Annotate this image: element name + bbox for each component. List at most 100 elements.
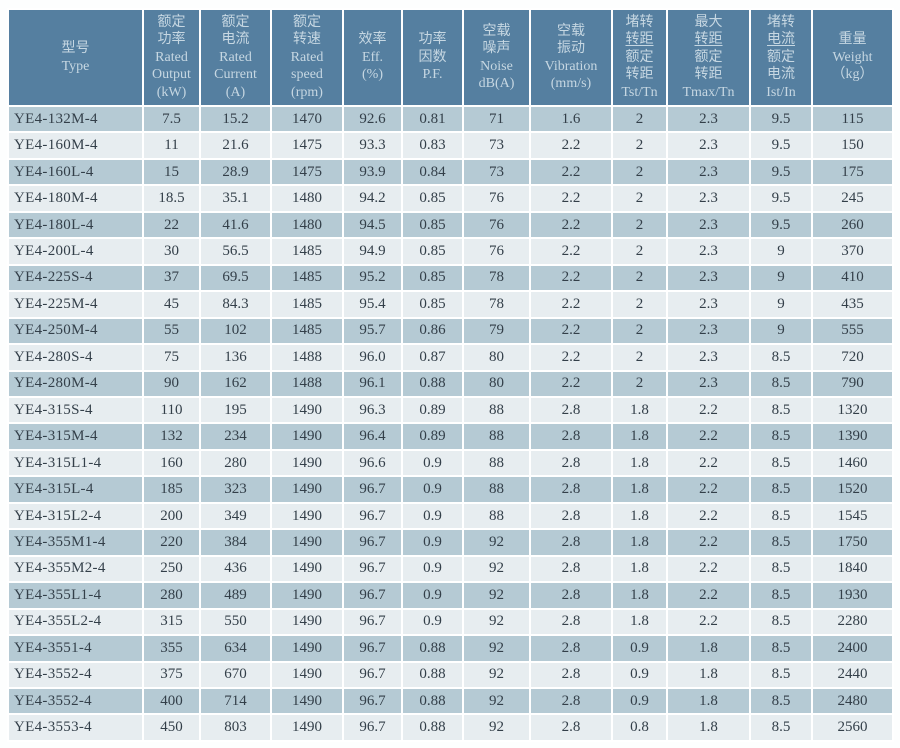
cell-efficiency: 96.1 xyxy=(342,369,403,399)
cell-rated-speed: 1490 xyxy=(270,501,344,531)
cell-efficiency: 93.3 xyxy=(342,131,403,160)
cell-weight: 115 xyxy=(811,104,894,134)
cell-weight: 410 xyxy=(811,263,894,293)
col-header-power-factor: 功率 因数 P.F. xyxy=(401,8,464,107)
cell-type: YE4-355L2-4 xyxy=(7,607,144,637)
cell-tst-tn: 1.8 xyxy=(611,554,668,584)
cell-tmax-tn: 2.2 xyxy=(666,501,751,531)
cell-tst-tn: 1.8 xyxy=(611,475,668,504)
cell-type: YE4-160M-4 xyxy=(7,131,144,160)
cell-rated-output: 45 xyxy=(142,290,201,319)
cell-rated-output: 280 xyxy=(142,581,201,610)
cell-ist-in: 8.5 xyxy=(749,607,813,637)
cell-power-factor: 0.9 xyxy=(401,581,464,610)
cell-efficiency: 93.9 xyxy=(342,157,403,187)
table-row: YE4-315L-4 185 323 1490 96.7 0.9 88 2.8 1.8 2.2 8.… xyxy=(7,475,894,504)
cell-type: YE4-355M1-4 xyxy=(7,528,144,557)
cell-rated-current: 323 xyxy=(199,475,272,504)
cell-rated-output: 315 xyxy=(142,607,201,637)
cell-vibration: 2.8 xyxy=(529,501,613,531)
header-line: 额定 xyxy=(694,49,723,65)
cell-efficiency: 96.6 xyxy=(342,448,403,478)
cell-ist-in: 9.5 xyxy=(749,104,813,134)
cell-vibration: 2.8 xyxy=(529,528,613,557)
cell-weight: 2560 xyxy=(811,713,894,742)
cell-type: YE4-315M-4 xyxy=(7,422,144,451)
table-row: YE4-315M-4 132 234 1490 96.4 0.89 88 2.8 1.8 2.2 8… xyxy=(7,422,894,451)
cell-rated-speed: 1490 xyxy=(270,660,344,689)
cell-ist-in: 8.5 xyxy=(749,343,813,372)
header-line: 最大 xyxy=(694,14,723,30)
cell-rated-speed: 1490 xyxy=(270,713,344,742)
cell-tmax-tn: 2.3 xyxy=(666,131,751,160)
cell-vibration: 2.2 xyxy=(529,316,613,346)
cell-weight: 245 xyxy=(811,184,894,213)
cell-rated-speed: 1475 xyxy=(270,131,344,160)
table-row: YE4-160M-4 11 21.6 1475 93.3 0.83 73 2.2 2 2.3 9.5… xyxy=(7,131,894,160)
cell-noise: 71 xyxy=(462,104,531,134)
cell-rated-speed: 1490 xyxy=(270,581,344,610)
cell-power-factor: 0.9 xyxy=(401,607,464,637)
motor-spec-table: 型号 Type 额定 功率 Rated Output (kW) 额定 电流 Rated Curren… xyxy=(7,8,894,742)
cell-type: YE4-180M-4 xyxy=(7,184,144,213)
cell-rated-speed: 1490 xyxy=(270,448,344,478)
table-row: YE4-280S-4 75 136 1488 96.0 0.87 80 2.2 2 2.3 8.5 7… xyxy=(7,343,894,372)
cell-rated-output: 110 xyxy=(142,395,201,425)
cell-rated-speed: 1485 xyxy=(270,263,344,293)
table-row: YE4-315L2-4 200 349 1490 96.7 0.9 88 2.8 1.8 2.2 8… xyxy=(7,501,894,531)
table-row: YE4-180M-4 18.5 35.1 1480 94.2 0.85 76 2.2 2 2.3 9… xyxy=(7,184,894,213)
table-row: YE4-355M1-4 220 384 1490 96.7 0.9 92 2.8 1.8 2.2 8… xyxy=(7,528,894,557)
cell-tmax-tn: 2.2 xyxy=(666,395,751,425)
cell-tmax-tn: 2.3 xyxy=(666,290,751,319)
cell-vibration: 2.2 xyxy=(529,210,613,240)
cell-power-factor: 0.87 xyxy=(401,343,464,372)
header-line: Current xyxy=(214,67,257,83)
cell-rated-output: 400 xyxy=(142,686,201,716)
cell-tmax-tn: 2.2 xyxy=(666,448,751,478)
cell-rated-current: 15.2 xyxy=(199,104,272,134)
cell-ist-in: 9 xyxy=(749,263,813,293)
cell-ist-in: 8.5 xyxy=(749,528,813,557)
cell-ist-in: 9 xyxy=(749,237,813,266)
cell-tst-tn: 2 xyxy=(611,237,668,266)
cell-rated-current: 349 xyxy=(199,501,272,531)
cell-efficiency: 95.2 xyxy=(342,263,403,293)
header-line: 噪声 xyxy=(482,41,511,56)
cell-ist-in: 8.5 xyxy=(749,581,813,610)
cell-weight: 370 xyxy=(811,237,894,266)
cell-ist-in: 8.5 xyxy=(749,475,813,504)
cell-tst-tn: 1.8 xyxy=(611,395,668,425)
table-row: YE4-355L2-4 315 550 1490 96.7 0.9 92 2.8 1.8 2.2 8… xyxy=(7,607,894,637)
cell-rated-speed: 1490 xyxy=(270,634,344,663)
header-line: 转距 xyxy=(694,67,723,83)
cell-noise: 92 xyxy=(462,634,531,663)
cell-rated-output: 55 xyxy=(142,316,201,346)
cell-weight: 2400 xyxy=(811,634,894,663)
cell-tmax-tn: 2.2 xyxy=(666,607,751,637)
cell-efficiency: 96.0 xyxy=(342,343,403,372)
col-header-ist-in: 堵转 电流 额定 电流 Ist/In xyxy=(749,8,813,107)
cell-tst-tn: 2 xyxy=(611,184,668,213)
header-line: 功率 xyxy=(418,32,447,48)
cell-rated-current: 69.5 xyxy=(199,263,272,293)
header-line: Rated xyxy=(290,49,324,65)
cell-vibration: 2.8 xyxy=(529,475,613,504)
cell-power-factor: 0.85 xyxy=(401,237,464,266)
header-line: speed xyxy=(291,67,323,83)
cell-noise: 92 xyxy=(462,581,531,610)
cell-weight: 2440 xyxy=(811,660,894,689)
cell-rated-speed: 1480 xyxy=(270,210,344,240)
cell-rated-current: 84.3 xyxy=(199,290,272,319)
cell-type: YE4-355M2-4 xyxy=(7,554,144,584)
cell-weight: 720 xyxy=(811,343,894,372)
cell-noise: 88 xyxy=(462,501,531,531)
table-row: YE4-225M-4 45 84.3 1485 95.4 0.85 78 2.2 2 2.3 9 43… xyxy=(7,290,894,319)
cell-tmax-tn: 2.3 xyxy=(666,263,751,293)
col-header-tmax-tn: 最大 转距 额定 转距 Tmax/Tn xyxy=(666,8,751,107)
cell-vibration: 2.8 xyxy=(529,581,613,610)
cell-rated-current: 56.5 xyxy=(199,237,272,266)
cell-tmax-tn: 1.8 xyxy=(666,713,751,742)
cell-rated-current: 634 xyxy=(199,634,272,663)
header-line: 振动 xyxy=(557,41,585,56)
